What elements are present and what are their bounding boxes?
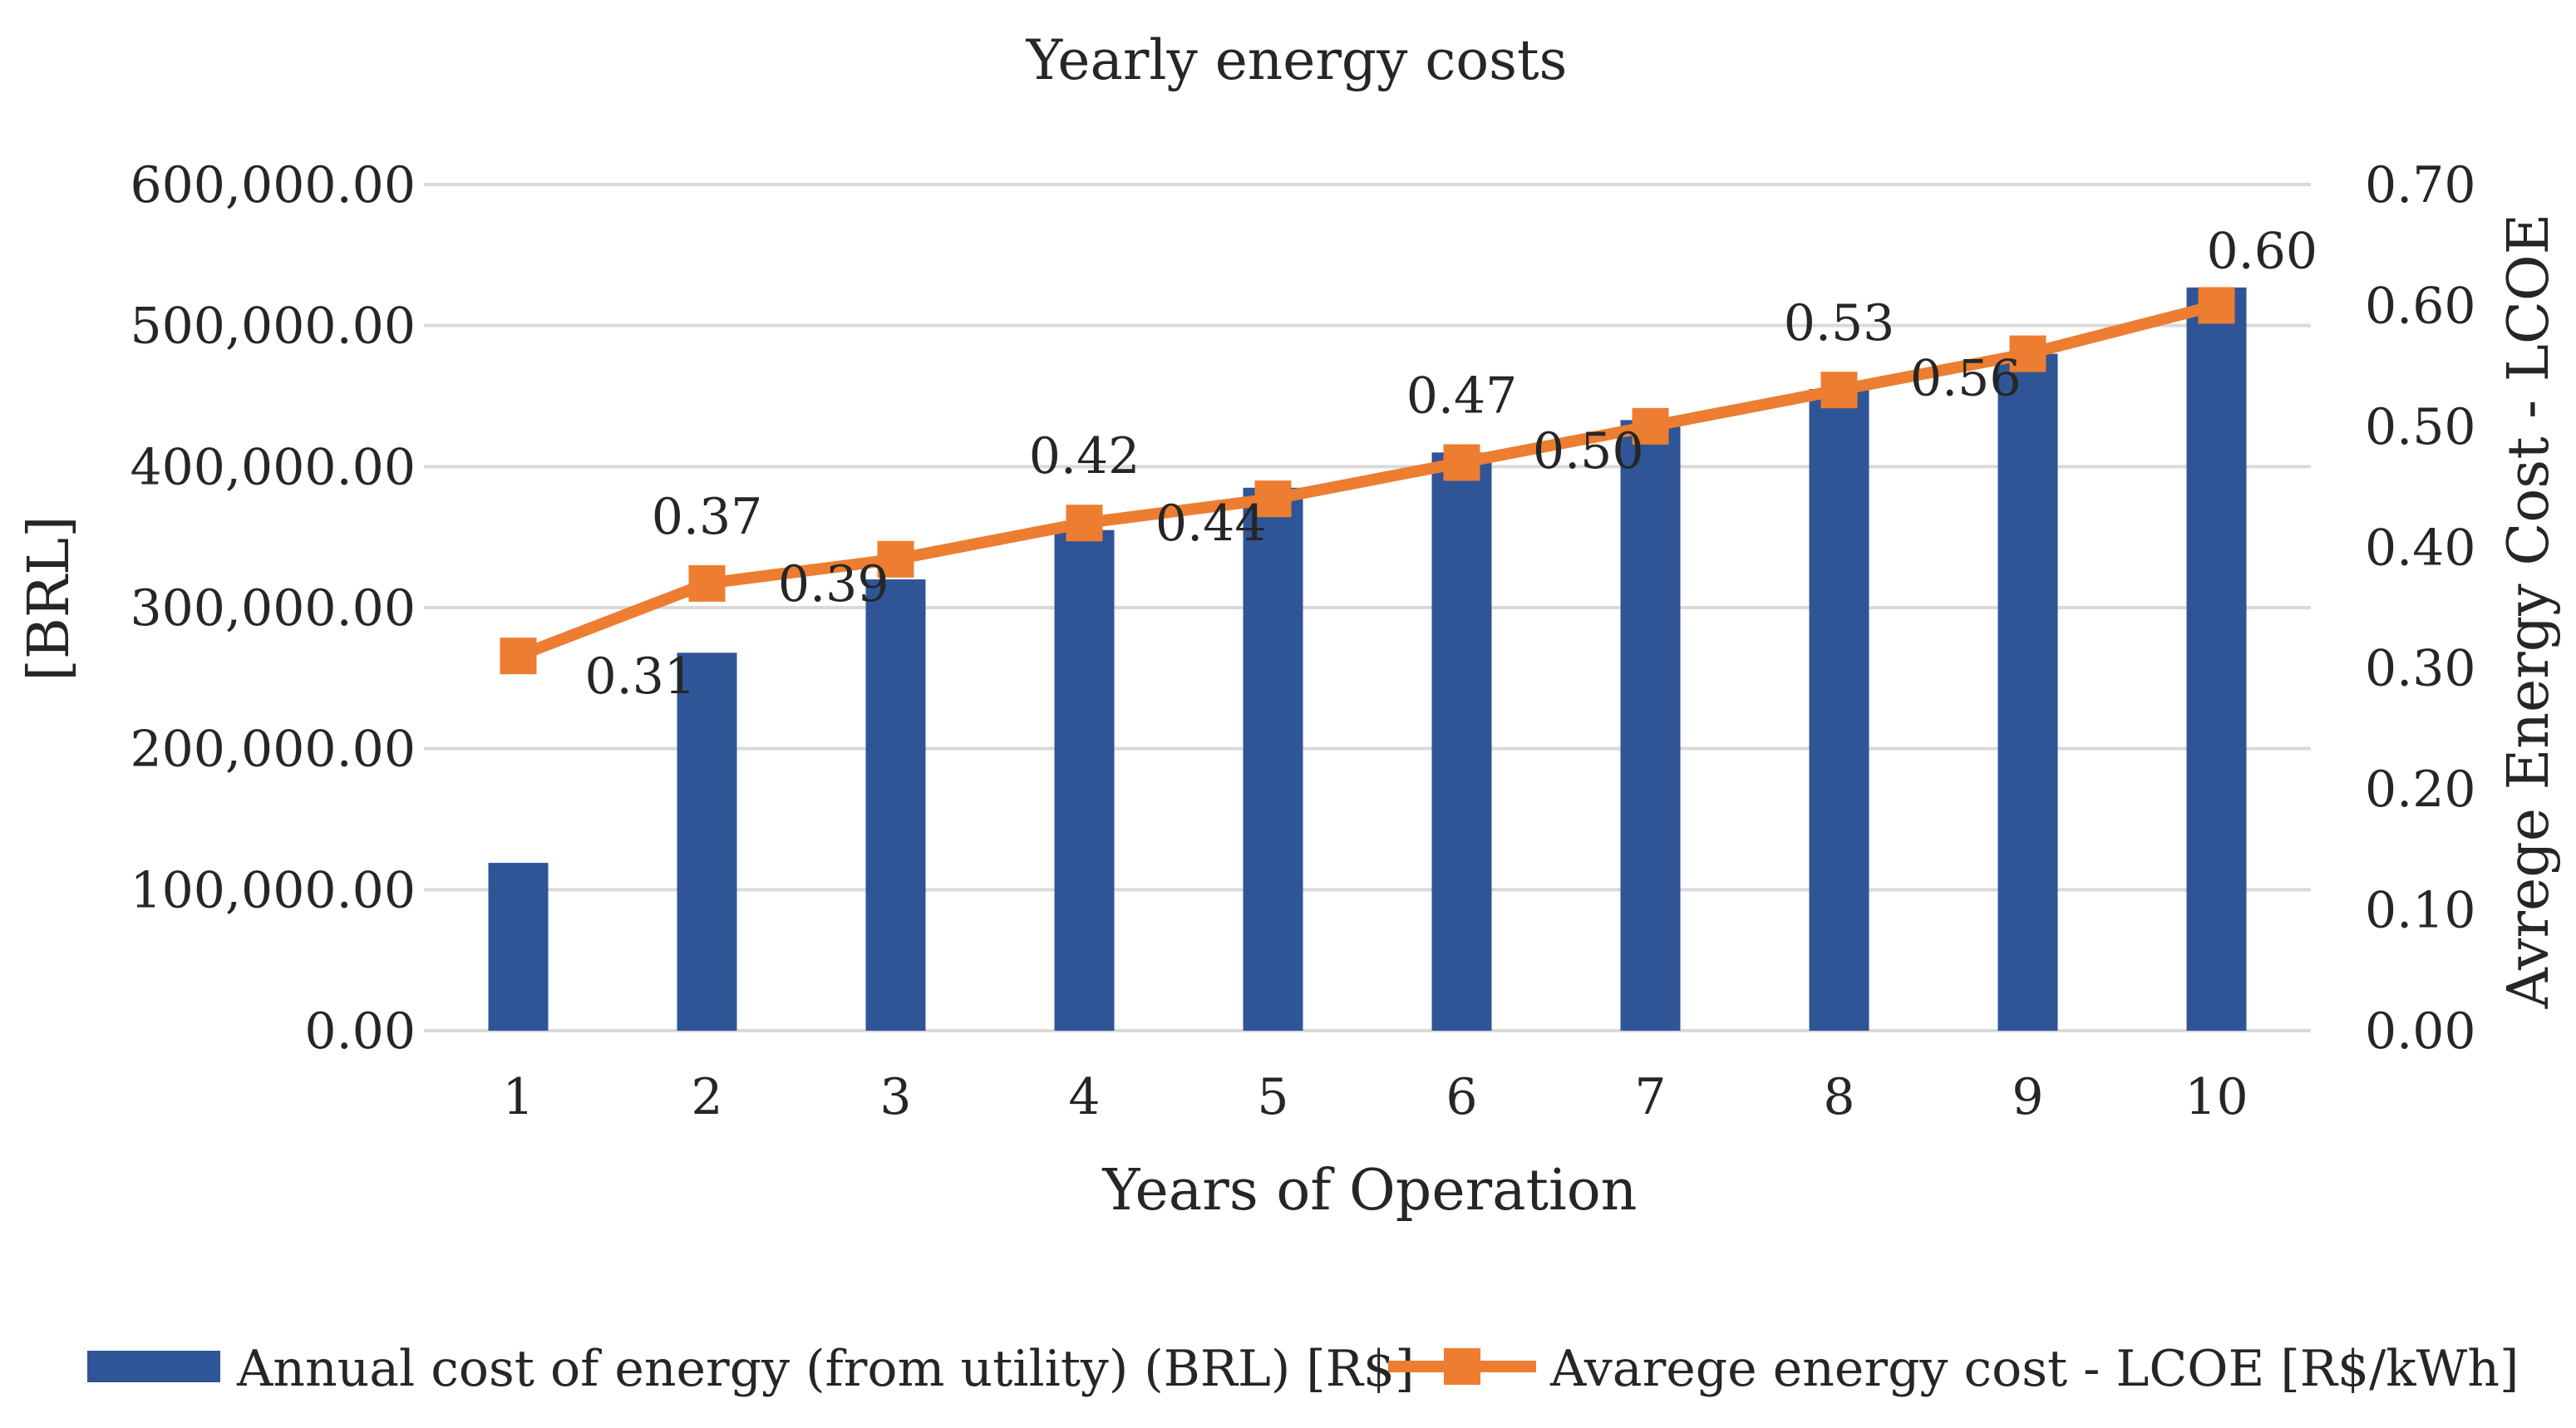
data-label: 0.37 <box>652 488 763 546</box>
data-label: 0.53 <box>1784 294 1895 352</box>
chart-title: Yearly energy costs <box>1026 28 1568 92</box>
line-marker <box>1632 407 1669 445</box>
x-tick-label: 9 <box>2012 1068 2043 1126</box>
bar <box>1997 353 2058 1032</box>
bar <box>677 652 737 1031</box>
data-label: 0.60 <box>2207 222 2318 280</box>
data-label: 0.56 <box>1910 350 2022 408</box>
x-axis-title: Years of Operation <box>1102 1158 1638 1224</box>
x-tick-label: 4 <box>1068 1068 1100 1126</box>
legend-line-label: Avarege energy cost - LCOE [R$/kWh] <box>1549 1340 2519 1398</box>
line-marker <box>1066 505 1103 542</box>
right-axis-ticks: 0.00 0.10 0.20 0.30 0.40 0.50 0.60 0.70 <box>2365 156 2476 1061</box>
x-axis-ticks: 1 2 3 4 5 6 7 8 9 10 <box>502 1068 2248 1126</box>
line-marker <box>877 540 914 578</box>
left-tick-label: 200,000.00 <box>130 721 416 779</box>
legend: Annual cost of energy (from utility) (BR… <box>87 1340 2519 1398</box>
left-tick-label: 300,000.00 <box>130 579 416 638</box>
right-tick-label: 0.40 <box>2365 519 2476 577</box>
gridlines <box>424 183 2311 1032</box>
line-marker <box>1443 444 1480 481</box>
x-tick-label: 6 <box>1446 1068 1477 1126</box>
left-tick-label: 500,000.00 <box>130 298 416 356</box>
data-labels: 0.31 0.37 0.39 0.42 0.44 0.47 0.50 0.53 0.56 0.60 <box>585 222 2318 706</box>
left-axis-ticks: 0.00 100,000.00 200,000.00 300,000.00 400,00… <box>130 156 416 1061</box>
x-tick-label: 8 <box>1823 1068 1854 1126</box>
lcoe-line <box>515 299 2219 662</box>
line-marker <box>2009 335 2047 372</box>
line-marker <box>1820 372 1858 409</box>
right-tick-label: 0.70 <box>2365 156 2476 214</box>
data-label: 0.39 <box>778 555 889 613</box>
bar <box>2186 287 2247 1031</box>
left-tick-label: 400,000.00 <box>130 438 416 496</box>
bar <box>1243 487 1303 1031</box>
right-axis-title: Avrege Energy Cost - LCOE <box>2496 214 2562 1010</box>
left-tick-label: 0.00 <box>304 1002 416 1061</box>
bar <box>865 579 926 1031</box>
x-tick-label: 3 <box>879 1068 911 1126</box>
left-tick-label: 100,000.00 <box>130 861 416 919</box>
line-series <box>500 287 2235 675</box>
x-tick-label: 10 <box>2184 1068 2248 1126</box>
bar <box>1054 529 1115 1031</box>
legend-bar-label: Annual cost of energy (from utility) (BR… <box>236 1340 1414 1398</box>
x-tick-label: 5 <box>1257 1068 1288 1126</box>
bar-series <box>488 287 2247 1032</box>
legend-line-marker <box>1444 1348 1480 1385</box>
x-tick-label: 7 <box>1634 1068 1666 1126</box>
bar <box>1620 420 1681 1031</box>
legend-bar-swatch <box>87 1351 220 1382</box>
bar <box>1809 389 1869 1031</box>
data-label: 0.44 <box>1155 495 1267 553</box>
data-label: 0.31 <box>585 648 697 706</box>
right-tick-label: 0.30 <box>2365 640 2476 698</box>
line-marker <box>2198 287 2235 324</box>
right-tick-label: 0.00 <box>2365 1002 2476 1061</box>
right-tick-label: 0.60 <box>2365 277 2476 335</box>
x-tick-label: 1 <box>502 1068 534 1126</box>
bar <box>1431 452 1492 1031</box>
data-label: 0.47 <box>1406 367 1518 425</box>
right-tick-label: 0.20 <box>2365 761 2476 819</box>
right-tick-label: 0.10 <box>2365 882 2476 940</box>
data-label: 0.50 <box>1533 422 1644 480</box>
data-label: 0.42 <box>1029 427 1140 485</box>
bar <box>488 863 549 1031</box>
left-tick-label: 600,000.00 <box>130 156 416 214</box>
right-tick-label: 0.50 <box>2365 398 2476 456</box>
line-marker <box>688 564 726 602</box>
line-marker <box>500 638 537 675</box>
left-axis-title: [BRL] <box>17 515 82 681</box>
x-tick-label: 2 <box>691 1068 722 1126</box>
line-marker <box>1254 480 1292 518</box>
